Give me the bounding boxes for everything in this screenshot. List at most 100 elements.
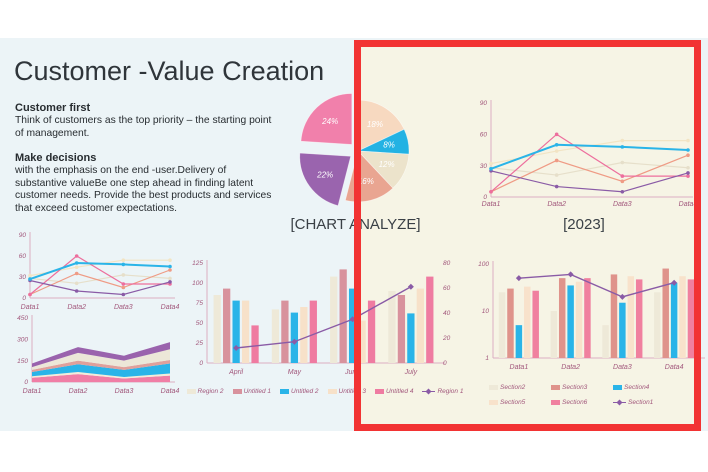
svg-text:300: 300 bbox=[17, 337, 28, 344]
red-highlight-rectangle bbox=[354, 40, 701, 431]
legend-line-marker bbox=[613, 399, 626, 406]
line-chart-bottom-left: 0 30 60 90 Data1 Data2 Data3 Data4 bbox=[19, 232, 180, 311]
legend-label: Untitled 1 bbox=[243, 388, 272, 395]
svg-text:60: 60 bbox=[480, 132, 488, 139]
legend-label: Region 1 bbox=[437, 388, 464, 395]
svg-text:Data4: Data4 bbox=[161, 304, 180, 311]
legend-item-section2: Section2 bbox=[489, 384, 551, 391]
legend-label: Untitled 2 bbox=[291, 388, 319, 395]
svg-text:Data4: Data4 bbox=[665, 364, 684, 371]
svg-text:50: 50 bbox=[196, 320, 204, 327]
legend-swatch bbox=[489, 385, 498, 390]
section-customer-first: Customer first Think of customers as the… bbox=[15, 102, 278, 140]
svg-text:12%: 12% bbox=[379, 160, 395, 169]
svg-text:0: 0 bbox=[199, 360, 203, 367]
svg-text:Data1: Data1 bbox=[23, 388, 42, 395]
svg-text:June: June bbox=[344, 369, 360, 376]
section-body: with the emphasis on the end -user.Deliv… bbox=[15, 165, 272, 214]
line-chart-caption: [2023] bbox=[563, 216, 605, 233]
section-body: Think of customers as the top priority –… bbox=[15, 115, 272, 139]
pie-chart: 18% 8% 12% 16% 22% 24% bbox=[299, 93, 410, 207]
legend-swatch bbox=[186, 389, 196, 394]
svg-text:100: 100 bbox=[192, 280, 203, 287]
svg-text:Data3: Data3 bbox=[114, 304, 133, 311]
combo-chart-legend: Region 2 Untitled 1 Untitled 2 Untitled 3 Un… bbox=[186, 388, 463, 395]
svg-text:60: 60 bbox=[19, 253, 27, 260]
legend-swatch bbox=[551, 400, 560, 405]
svg-text:30: 30 bbox=[19, 274, 27, 281]
stacked-area-chart: 0 150 300 450 Data1 Data2 Data3 Data4 bbox=[17, 315, 180, 395]
section-heading: Customer first bbox=[15, 102, 91, 114]
svg-text:April: April bbox=[228, 369, 243, 376]
section-make-decisions: Make decisions with the emphasis on the … bbox=[15, 152, 278, 215]
legend-swatch bbox=[613, 385, 622, 390]
svg-text:24%: 24% bbox=[321, 117, 338, 126]
legend-swatch bbox=[374, 389, 384, 394]
svg-text:90: 90 bbox=[19, 232, 27, 239]
legend-label: Section4 bbox=[624, 384, 650, 391]
legend-item-region-1: Region 1 bbox=[422, 388, 463, 395]
legend-item-section6: Section6 bbox=[551, 399, 613, 406]
legend-swatch bbox=[280, 389, 290, 394]
svg-text:Data1: Data1 bbox=[482, 201, 501, 208]
svg-text:Data2: Data2 bbox=[547, 201, 566, 208]
svg-text:90: 90 bbox=[480, 100, 488, 107]
legend-item-untitled-1: Untitled 1 bbox=[232, 388, 272, 395]
svg-text:18%: 18% bbox=[367, 120, 383, 129]
combo-bar-line-chart: 0 25 50 75 100 125 0 20 40 60 80 April May June July bbox=[192, 260, 451, 376]
highlight-region-fill bbox=[361, 47, 694, 424]
legend-item-section5: Section5 bbox=[489, 399, 551, 406]
legend-item-untitled-2: Untitled 2 bbox=[280, 388, 319, 395]
svg-text:20: 20 bbox=[442, 335, 451, 342]
legend-label: Untitled 3 bbox=[338, 388, 366, 395]
svg-text:1: 1 bbox=[485, 355, 489, 362]
legend-item-section3: Section3 bbox=[551, 384, 613, 391]
svg-text:60: 60 bbox=[443, 285, 451, 292]
svg-text:40: 40 bbox=[443, 310, 451, 317]
line-chart-2023: 0 30 60 90 Data1 Data2 Data3 Data4 bbox=[480, 100, 698, 208]
svg-text:0: 0 bbox=[483, 194, 487, 201]
legend-label: Region 2 bbox=[197, 388, 224, 395]
svg-text:450: 450 bbox=[17, 315, 28, 322]
svg-text:Data2: Data2 bbox=[67, 304, 86, 311]
legend-item-section4: Section4 bbox=[613, 384, 685, 391]
legend-item-section1: Section1 bbox=[613, 399, 685, 406]
section-heading: Make decisions bbox=[15, 152, 97, 164]
legend-label: Section6 bbox=[562, 399, 588, 406]
legend-item-untitled-4: Untitled 4 bbox=[374, 388, 414, 395]
legend-swatch bbox=[232, 389, 242, 394]
svg-text:Data4: Data4 bbox=[161, 388, 180, 395]
svg-text:Data1: Data1 bbox=[510, 364, 529, 371]
svg-text:125: 125 bbox=[192, 260, 203, 267]
svg-text:75: 75 bbox=[196, 300, 204, 307]
svg-text:25: 25 bbox=[195, 340, 204, 347]
svg-text:0: 0 bbox=[24, 379, 28, 386]
svg-text:150: 150 bbox=[17, 358, 28, 365]
svg-text:Data2: Data2 bbox=[69, 388, 88, 395]
svg-text:100: 100 bbox=[478, 261, 489, 268]
svg-text:80: 80 bbox=[443, 260, 451, 267]
svg-text:22%: 22% bbox=[316, 170, 333, 179]
legend-swatch bbox=[551, 385, 560, 390]
legend-label: Section5 bbox=[500, 399, 526, 406]
legend-label: Untitled 4 bbox=[385, 388, 414, 395]
svg-text:0: 0 bbox=[22, 295, 26, 302]
svg-text:Data4: Data4 bbox=[679, 201, 698, 208]
legend-swatch bbox=[489, 400, 498, 405]
svg-text:Data3: Data3 bbox=[613, 201, 632, 208]
log-chart-legend: Section2 Section3 Section4 Section5 Section6… bbox=[489, 384, 685, 406]
svg-text:July: July bbox=[404, 369, 418, 376]
legend-item-region-2: Region 2 bbox=[186, 388, 224, 395]
legend-line-marker bbox=[422, 388, 436, 395]
legend-label: Section1 bbox=[628, 399, 654, 406]
svg-text:0: 0 bbox=[443, 360, 447, 367]
svg-text:Data1: Data1 bbox=[21, 304, 40, 311]
page-title: Customer -Value Creation bbox=[14, 56, 325, 86]
svg-text:30: 30 bbox=[480, 163, 488, 170]
legend-label: Section2 bbox=[500, 384, 526, 391]
legend-item-untitled-3: Untitled 3 bbox=[327, 388, 366, 395]
svg-text:Data3: Data3 bbox=[115, 388, 134, 395]
svg-text:Data3: Data3 bbox=[613, 364, 632, 371]
log-scale-bar-chart: 1 10 100 Data1 Data2 Data3 Data4 bbox=[478, 261, 705, 371]
legend-label: Section3 bbox=[562, 384, 588, 391]
